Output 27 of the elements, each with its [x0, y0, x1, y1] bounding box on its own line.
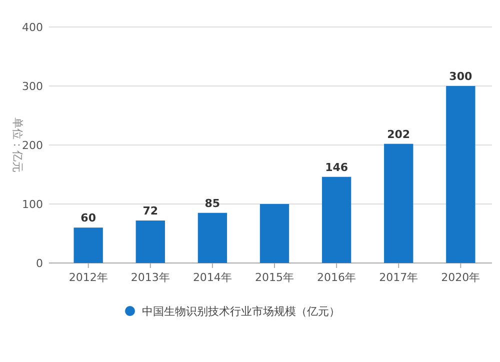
data-label: 146 — [325, 160, 348, 174]
legend-label: 中国生物识别技术行业市场规模（亿元） — [142, 305, 340, 318]
y-tick-label: 300 — [22, 80, 43, 93]
y-tick-label: 100 — [22, 198, 43, 211]
data-label: 72 — [142, 204, 158, 218]
y-axis-title: 单位：亿元 — [11, 118, 24, 172]
y-tick-label: 0 — [36, 257, 43, 270]
x-tick-label: 2012年 — [68, 271, 108, 284]
data-label: 85 — [204, 196, 220, 210]
bar — [384, 144, 414, 263]
bar — [198, 212, 228, 263]
data-label: 300 — [449, 70, 472, 83]
x-tick-label: 2015年 — [255, 271, 294, 284]
x-tick-label: 2013年 — [130, 271, 170, 284]
bar — [446, 86, 476, 263]
data-label: 60 — [80, 212, 96, 225]
bar — [74, 228, 103, 263]
bar — [322, 176, 352, 263]
bar — [260, 204, 290, 263]
x-tick-label: 2020年 — [441, 271, 480, 284]
x-tick-label: 2017年 — [379, 271, 418, 284]
x-tick-label: 2016年 — [317, 271, 356, 284]
data-label: 202 — [387, 128, 410, 141]
x-tick-label: 2014年 — [192, 271, 232, 284]
y-tick-label: 200 — [22, 139, 43, 152]
bar — [136, 220, 165, 263]
y-tick-label: 400 — [22, 21, 43, 34]
